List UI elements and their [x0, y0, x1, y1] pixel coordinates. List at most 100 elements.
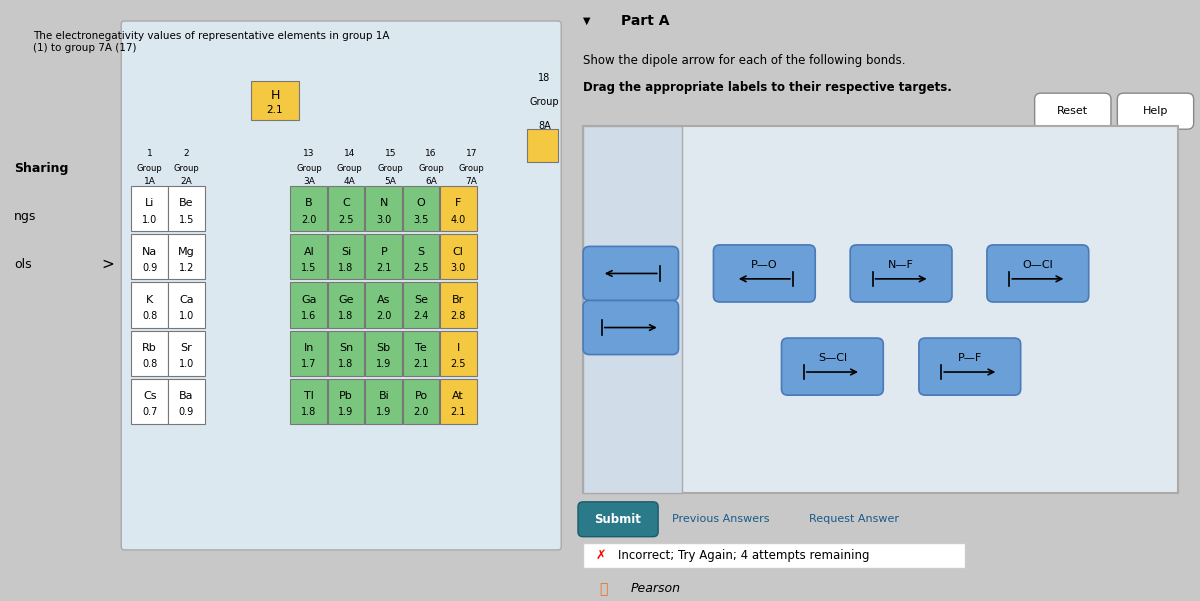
- Text: Group: Group: [378, 164, 403, 172]
- Bar: [366, 282, 402, 328]
- Text: Sn: Sn: [338, 343, 353, 353]
- Text: Show the dipole arrow for each of the following bonds.: Show the dipole arrow for each of the fo…: [583, 53, 906, 67]
- Text: Bi: Bi: [378, 391, 389, 401]
- Bar: [168, 186, 205, 231]
- Text: Tl: Tl: [304, 391, 313, 401]
- Text: 8A: 8A: [538, 121, 551, 131]
- Text: 1.8: 1.8: [338, 263, 354, 273]
- Text: S—Cl: S—Cl: [818, 353, 847, 364]
- Text: Al: Al: [304, 246, 314, 257]
- Text: 2.1: 2.1: [266, 105, 283, 115]
- Text: 2.5: 2.5: [413, 263, 428, 273]
- Text: S: S: [418, 246, 425, 257]
- Text: In: In: [304, 343, 314, 353]
- Text: 15: 15: [384, 149, 396, 157]
- Text: 2.0: 2.0: [301, 215, 317, 225]
- Text: >: >: [102, 257, 114, 272]
- Text: ngs: ngs: [14, 210, 36, 223]
- Text: Na: Na: [142, 246, 157, 257]
- Text: 3A: 3A: [304, 177, 316, 186]
- Text: Ga: Ga: [301, 294, 317, 305]
- Text: 1.0: 1.0: [179, 359, 194, 370]
- Text: Sb: Sb: [377, 343, 391, 353]
- Text: Br: Br: [452, 294, 464, 305]
- Text: K: K: [146, 294, 154, 305]
- Bar: [328, 282, 365, 328]
- FancyBboxPatch shape: [851, 245, 952, 302]
- Text: Li: Li: [145, 198, 155, 209]
- Text: 18: 18: [538, 73, 551, 83]
- Bar: [290, 234, 328, 279]
- Text: Previous Answers: Previous Answers: [672, 514, 769, 524]
- Text: 2.5: 2.5: [450, 359, 466, 370]
- Bar: [290, 282, 328, 328]
- Text: Ba: Ba: [179, 391, 193, 401]
- Bar: [132, 331, 168, 376]
- FancyBboxPatch shape: [578, 502, 658, 537]
- Bar: [366, 379, 402, 424]
- Text: 7A: 7A: [466, 177, 478, 186]
- Bar: [527, 129, 558, 162]
- Bar: [366, 186, 402, 231]
- FancyBboxPatch shape: [986, 245, 1088, 302]
- Text: 2A: 2A: [180, 177, 192, 186]
- Text: Rb: Rb: [143, 343, 157, 353]
- Text: Group: Group: [337, 164, 362, 172]
- Bar: [290, 186, 328, 231]
- Text: Pb: Pb: [340, 391, 353, 401]
- Text: Group: Group: [418, 164, 444, 172]
- Text: 1.8: 1.8: [338, 359, 354, 370]
- Text: Drag the appropriate labels to their respective targets.: Drag the appropriate labels to their res…: [583, 81, 952, 94]
- Bar: [328, 331, 365, 376]
- Text: 2.1: 2.1: [413, 359, 428, 370]
- Bar: [583, 126, 682, 493]
- Text: 0.8: 0.8: [142, 359, 157, 370]
- Bar: [583, 126, 1177, 493]
- Text: ▼: ▼: [583, 16, 590, 26]
- Text: F: F: [455, 198, 462, 209]
- Text: 1.6: 1.6: [301, 311, 317, 322]
- Text: 1.2: 1.2: [179, 263, 194, 273]
- Text: Si: Si: [341, 246, 352, 257]
- Text: 1.9: 1.9: [376, 407, 391, 418]
- Bar: [328, 186, 365, 231]
- Bar: [168, 282, 205, 328]
- Text: Sr: Sr: [180, 343, 192, 353]
- Text: H: H: [270, 90, 280, 103]
- Text: Sharing: Sharing: [14, 162, 68, 175]
- FancyBboxPatch shape: [1034, 93, 1111, 129]
- FancyBboxPatch shape: [121, 21, 562, 550]
- Text: ols: ols: [14, 258, 31, 271]
- Bar: [403, 331, 439, 376]
- FancyBboxPatch shape: [583, 300, 678, 355]
- Text: Incorrect; Try Again; 4 attempts remaining: Incorrect; Try Again; 4 attempts remaini…: [618, 549, 870, 562]
- Text: Group: Group: [458, 164, 485, 172]
- Text: 0.7: 0.7: [142, 407, 157, 418]
- Bar: [290, 331, 328, 376]
- FancyBboxPatch shape: [1117, 93, 1194, 129]
- Text: 2.8: 2.8: [450, 311, 466, 322]
- Text: Ge: Ge: [338, 294, 354, 305]
- Bar: [132, 282, 168, 328]
- Text: 1.0: 1.0: [142, 215, 157, 225]
- Text: Te: Te: [415, 343, 427, 353]
- Text: Group: Group: [173, 164, 199, 172]
- Text: Cs: Cs: [143, 391, 156, 401]
- Bar: [440, 379, 476, 424]
- Bar: [132, 234, 168, 279]
- Text: 1.9: 1.9: [338, 407, 354, 418]
- Bar: [168, 331, 205, 376]
- Text: Help: Help: [1142, 106, 1168, 116]
- FancyBboxPatch shape: [714, 245, 815, 302]
- Text: 4A: 4A: [344, 177, 355, 186]
- FancyBboxPatch shape: [583, 246, 678, 300]
- Bar: [403, 282, 439, 328]
- Text: Group: Group: [529, 97, 559, 107]
- Text: 16: 16: [425, 149, 437, 157]
- Text: Group: Group: [296, 164, 322, 172]
- Bar: [132, 379, 168, 424]
- Text: 1A: 1A: [144, 177, 155, 186]
- Text: 0.8: 0.8: [142, 311, 157, 322]
- Text: 3.5: 3.5: [413, 215, 428, 225]
- Bar: [366, 234, 402, 279]
